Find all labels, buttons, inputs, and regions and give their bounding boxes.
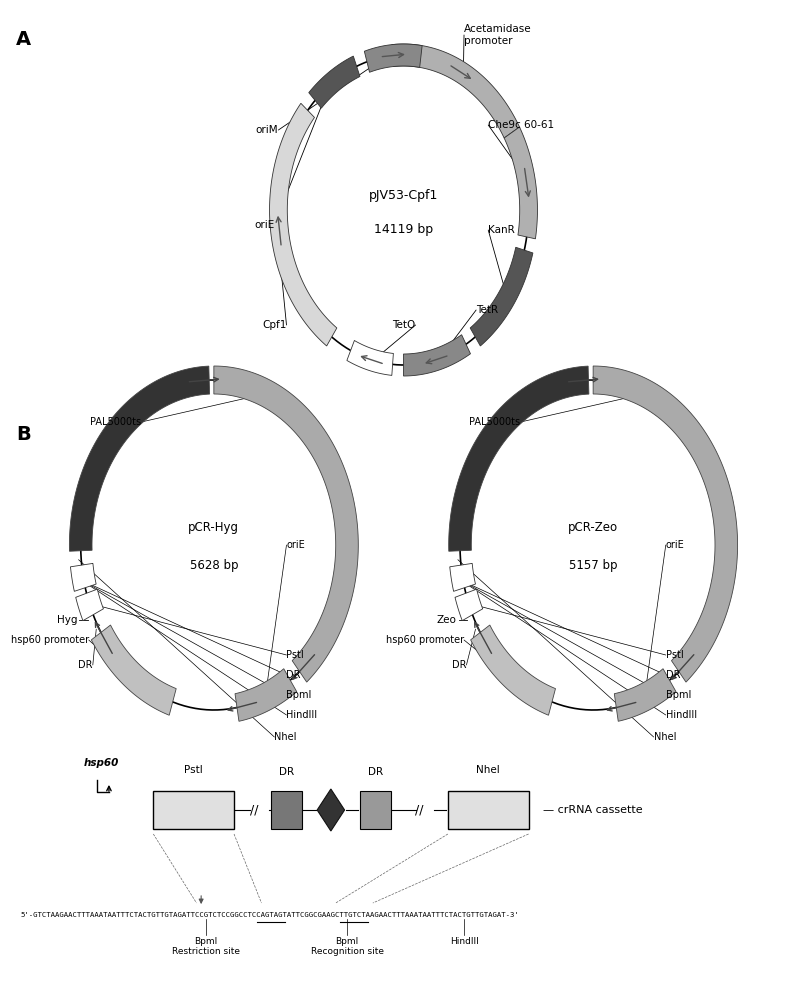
Text: pCR-Hyg: pCR-Hyg: [188, 520, 240, 533]
Text: oriE: oriE: [286, 540, 305, 550]
Polygon shape: [470, 625, 555, 715]
Polygon shape: [470, 247, 533, 346]
Text: hsp60: hsp60: [83, 758, 119, 768]
Polygon shape: [614, 669, 676, 721]
Text: Hyg: Hyg: [56, 615, 77, 625]
Text: DR: DR: [286, 670, 301, 680]
Text: //: //: [250, 804, 258, 816]
Text: PAL5000ts: PAL5000ts: [90, 417, 141, 427]
Text: PstI: PstI: [286, 650, 304, 660]
Polygon shape: [70, 563, 96, 591]
Polygon shape: [347, 341, 393, 375]
Text: DR: DR: [279, 767, 294, 777]
Text: KanR: KanR: [488, 225, 515, 235]
Text: Che9c 60-61: Che9c 60-61: [488, 120, 554, 130]
Text: 5'-GTCTAAGAACTTTAAATAATTTCTACTGTTGTAGATTCCGTCTCCGGCCTCCAGTAGTATTCGGCGAAGCTTGTCTA: 5'-GTCTAAGAACTTTAAATAATTTCTACTGTTGTAGATT…: [20, 912, 519, 918]
Text: Zeo: Zeo: [437, 615, 456, 625]
Polygon shape: [449, 563, 475, 591]
Text: — crRNA cassette: — crRNA cassette: [543, 805, 642, 815]
Polygon shape: [76, 589, 103, 621]
Text: BpmI
Restriction site: BpmI Restriction site: [172, 937, 240, 956]
Text: TetO: TetO: [392, 320, 416, 330]
Text: HindIII: HindIII: [286, 710, 318, 720]
Polygon shape: [317, 789, 345, 831]
Text: DR: DR: [666, 670, 680, 680]
Text: BpmI: BpmI: [666, 690, 691, 700]
Text: DR: DR: [78, 660, 93, 670]
Text: BpmI
Recognition site: BpmI Recognition site: [311, 937, 383, 956]
Text: Acetamidase
promoter: Acetamidase promoter: [464, 24, 532, 46]
Text: 14119 bp: 14119 bp: [374, 224, 433, 236]
Text: HindIII: HindIII: [666, 710, 697, 720]
Text: HindIII: HindIII: [449, 937, 479, 946]
Polygon shape: [91, 625, 176, 715]
Polygon shape: [270, 103, 337, 346]
Text: hsp60 promoter: hsp60 promoter: [10, 635, 89, 645]
Text: CTGCAG: CTGCAG: [176, 805, 211, 815]
Text: PAL5000ts: PAL5000ts: [470, 417, 521, 427]
Polygon shape: [455, 589, 483, 621]
Text: GCTAGC: GCTAGC: [470, 805, 506, 815]
Text: 5157 bp: 5157 bp: [569, 558, 617, 572]
Text: //: //: [416, 804, 424, 816]
Text: PstI: PstI: [184, 765, 203, 775]
Text: NheI: NheI: [654, 732, 676, 742]
Polygon shape: [504, 127, 537, 239]
Text: PstI: PstI: [666, 650, 684, 660]
Text: 5628 bp: 5628 bp: [190, 558, 238, 572]
Text: pJV53-Cpf1: pJV53-Cpf1: [369, 188, 438, 202]
Polygon shape: [593, 366, 738, 682]
Text: BpmI: BpmI: [286, 690, 312, 700]
FancyBboxPatch shape: [153, 791, 234, 829]
Text: NheI: NheI: [476, 765, 500, 775]
Text: oriE: oriE: [254, 220, 274, 230]
Text: DR: DR: [368, 767, 383, 777]
Text: TetR: TetR: [476, 305, 498, 315]
Text: oriM: oriM: [256, 125, 278, 135]
Polygon shape: [69, 366, 210, 551]
Polygon shape: [364, 44, 422, 72]
Polygon shape: [235, 669, 297, 721]
Polygon shape: [392, 44, 520, 138]
Polygon shape: [449, 366, 589, 551]
Text: hsp60 promoter: hsp60 promoter: [386, 635, 464, 645]
Polygon shape: [214, 366, 358, 682]
Text: B: B: [16, 425, 31, 444]
Text: oriE: oriE: [666, 540, 684, 550]
Text: Cpf1: Cpf1: [262, 320, 286, 330]
FancyBboxPatch shape: [271, 791, 302, 829]
FancyBboxPatch shape: [448, 791, 529, 829]
Text: DR: DR: [452, 660, 466, 670]
Polygon shape: [404, 335, 470, 376]
Text: pCR-Zeo: pCR-Zeo: [568, 520, 618, 533]
FancyBboxPatch shape: [360, 791, 391, 829]
Text: NheI: NheI: [274, 732, 297, 742]
Polygon shape: [309, 56, 360, 108]
Text: A: A: [16, 30, 31, 49]
